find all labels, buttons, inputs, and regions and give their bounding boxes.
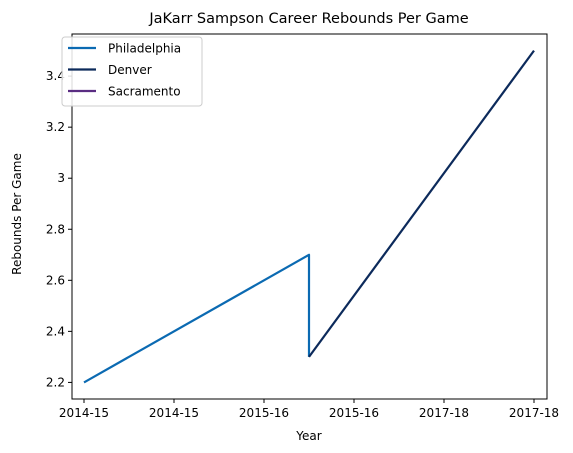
x-tick-label: 2017-18 bbox=[509, 406, 559, 420]
x-axis-label: Year bbox=[295, 429, 321, 443]
x-tick-label: 2017-18 bbox=[419, 406, 469, 420]
legend-label-sacramento: Sacramento bbox=[108, 85, 181, 99]
x-tick-label: 2014-15 bbox=[149, 406, 199, 420]
x-tick-label: 2015-16 bbox=[239, 406, 289, 420]
series-line-denver bbox=[308, 49, 535, 358]
legend-label-denver: Denver bbox=[108, 63, 152, 77]
x-tick-label: 2014-15 bbox=[59, 406, 109, 420]
y-tick-label: 2.4 bbox=[46, 324, 65, 338]
y-tick-label: 2.6 bbox=[46, 273, 65, 287]
plot-frame bbox=[71, 33, 548, 400]
y-tick-label: 3 bbox=[57, 171, 65, 185]
series-line-philadelphia bbox=[83, 253, 311, 384]
x-tick-label: 2015-16 bbox=[329, 406, 379, 420]
legend-label-philadelphia: Philadelphia bbox=[108, 42, 181, 56]
y-tick-label: 2.8 bbox=[46, 222, 65, 236]
y-tick-label: 2.2 bbox=[46, 375, 65, 389]
y-tick-label: 3.4 bbox=[46, 69, 65, 83]
chart-title: JaKarr Sampson Career Rebounds Per Game bbox=[148, 11, 468, 27]
y-axis-label: Rebounds Per Game bbox=[10, 153, 24, 275]
y-tick-label: 3.2 bbox=[46, 120, 65, 134]
legend-box bbox=[61, 36, 203, 107]
axes-layer: 2014-15 2014-15 2015-16 2015-16 2017-18 2017-… bbox=[46, 33, 559, 420]
series-layer bbox=[83, 49, 535, 384]
legend: Philadelphia Denver Sacramento bbox=[61, 36, 203, 107]
